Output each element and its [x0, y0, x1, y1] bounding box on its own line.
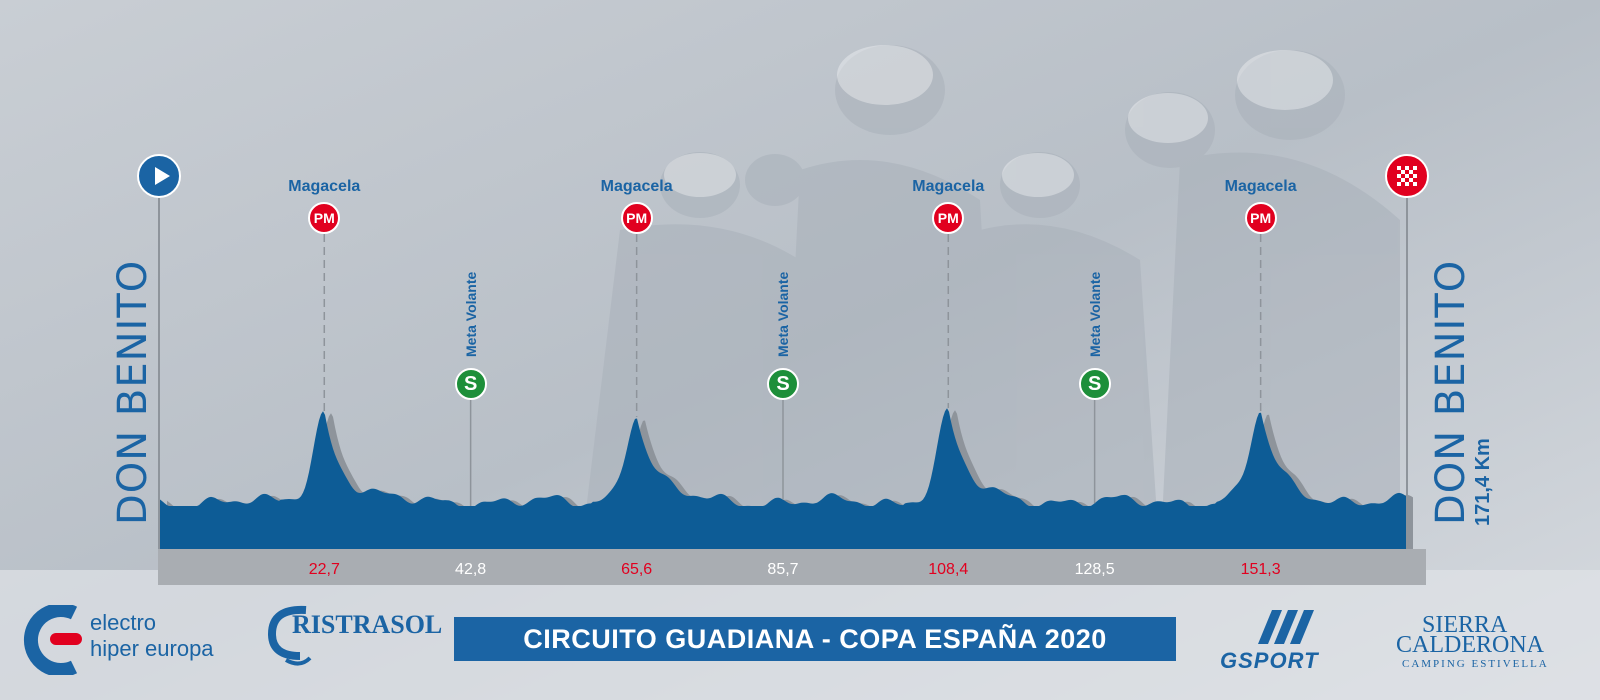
- mountain-pass-badge: PM: [932, 202, 965, 234]
- mountain-pass-badge: PM: [620, 202, 653, 234]
- sprint-badge: S: [1078, 368, 1111, 400]
- distance-label: 128,5: [1074, 561, 1115, 578]
- race-title: CIRCUITO GUADIANA - COPA ESPAÑA 2020: [454, 617, 1176, 661]
- distance-label: 151,3: [1240, 561, 1281, 578]
- mountain-pass-name: Magacela: [288, 178, 361, 195]
- total-distance: 171,4 Km: [1472, 438, 1494, 526]
- camping-estivella-text: CAMPING ESTIVELLA: [1402, 658, 1549, 670]
- mountain-pass-name: Magacela: [1224, 178, 1297, 195]
- distance-bar: [158, 549, 1426, 585]
- mountain-pass-badge: PM: [1244, 202, 1277, 234]
- cristrasol-logo-icon: [267, 605, 312, 666]
- mountain-pass-name: Magacela: [600, 178, 673, 195]
- hiper-europa-text: hiper europa: [90, 636, 214, 661]
- mountain-pass-name: Magacela: [912, 178, 985, 195]
- distance-label: 85,7: [767, 561, 799, 578]
- distance-label: 42,8: [455, 561, 487, 578]
- start-city: DON BENITO: [110, 259, 156, 525]
- cristrasol-text: RISTRASOL: [292, 610, 443, 639]
- sprint-badge: S: [454, 368, 487, 400]
- sprint-badge: S: [767, 368, 799, 400]
- profile-area: [159, 408, 1407, 549]
- mountain-pass-badge: PM: [308, 202, 341, 234]
- checkered-flag-icon: [1385, 154, 1429, 198]
- distance-label: 65,6: [621, 561, 653, 578]
- calderona-text: CALDERONA: [1396, 632, 1544, 658]
- distance-label: 108,4: [928, 561, 969, 578]
- gsport-stripes-icon: [1258, 610, 1314, 644]
- sprint-name: Meta Volante: [1086, 271, 1103, 357]
- play-icon: [137, 154, 181, 198]
- electro-text: electro: [90, 610, 157, 635]
- finish-city: DON BENITO: [1428, 259, 1474, 525]
- sierra-text: SIERRA: [1422, 612, 1508, 638]
- distance-label: 22,7: [308, 561, 340, 578]
- electro-logo-icon: [24, 605, 82, 675]
- sprint-name: Meta Volante: [462, 271, 479, 357]
- sprint-name: Meta Volante: [775, 271, 791, 357]
- gsport-text: GSPORT: [1220, 648, 1319, 673]
